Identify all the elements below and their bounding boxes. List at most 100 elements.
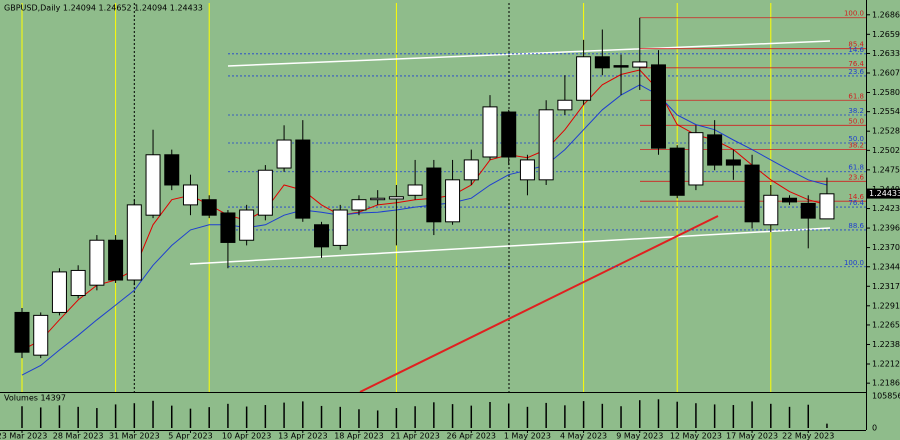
- candle-body: [239, 209, 255, 241]
- fib-label: 76.4: [848, 199, 864, 207]
- fib-label: 38.2: [848, 107, 864, 115]
- candle-body: [370, 197, 386, 201]
- candle-body: [314, 224, 330, 248]
- x-tick-label: 23 Mar 2023: [0, 432, 47, 440]
- x-tick-label: 18 Apr 2023: [334, 432, 383, 440]
- x-tick-label: 4 May 2023: [560, 432, 607, 440]
- fib-label: 61.8: [848, 92, 864, 100]
- candle-body: [650, 64, 666, 149]
- y-tick-label: 1.22120: [872, 360, 900, 369]
- y-tick-label: 1.21860: [872, 379, 900, 388]
- fib-label: 50.0: [848, 135, 864, 143]
- candle-body: [763, 194, 779, 226]
- x-tick-label: 22 May 2023: [782, 432, 834, 440]
- candle-body: [538, 109, 554, 181]
- candle-body: [519, 159, 535, 181]
- fib-label: 100.0: [844, 259, 864, 267]
- fib-label: 100.0: [844, 10, 864, 18]
- fib-label: 23.6: [848, 68, 864, 76]
- candle-body: [445, 179, 461, 223]
- candle-body: [70, 269, 86, 296]
- candle-body: [576, 56, 592, 101]
- candle-body: [594, 56, 610, 69]
- fib-label: 23.6: [848, 173, 864, 181]
- candle-body: [351, 199, 367, 211]
- candle-body: [201, 199, 217, 216]
- fib-label: 88.6: [848, 222, 864, 230]
- candle-body: [108, 239, 124, 281]
- fib-label: 14.6: [848, 193, 864, 201]
- candle-body: [557, 99, 573, 111]
- candle-body: [388, 196, 404, 200]
- candle-body: [145, 154, 161, 216]
- x-tick-label: 31 Mar 2023: [109, 432, 160, 440]
- x-tick-label: 26 Apr 2023: [447, 432, 496, 440]
- y-tick-label: 1.23175: [872, 282, 900, 291]
- y-tick-label: 1.22650: [872, 320, 900, 329]
- candle-body: [782, 197, 798, 203]
- y-tick-label: 1.25020: [872, 146, 900, 155]
- y-tick-label: 1.25280: [872, 127, 900, 136]
- x-tick-label: 21 Apr 2023: [390, 432, 439, 440]
- candle-body: [744, 164, 760, 223]
- y-tick-label: 1.26595: [872, 30, 900, 39]
- y-tick-label: 1.23700: [872, 243, 900, 252]
- x-tick-label: 28 Mar 2023: [53, 432, 104, 440]
- y-tick-label: 1.26070: [872, 68, 900, 77]
- y-tick-label: 1.25545: [872, 107, 900, 116]
- y-tick-label: 1.26860: [872, 10, 900, 19]
- candle-body: [426, 167, 442, 223]
- candle-body: [33, 314, 49, 356]
- x-tick-label: 13 Apr 2023: [278, 432, 327, 440]
- candle-body: [501, 111, 517, 158]
- x-tick-label: 9 May 2023: [616, 432, 663, 440]
- x-tick-label: 5 Apr 2023: [168, 432, 212, 440]
- fib-label: 50.0: [848, 117, 864, 125]
- last-price-box: [867, 188, 900, 199]
- candle-body: [295, 139, 311, 219]
- fib-label: 76.4: [848, 60, 864, 68]
- volume-label: Volumes 14397: [4, 394, 66, 403]
- candle-body: [688, 132, 704, 186]
- fib-label: 85.4: [848, 41, 864, 49]
- fib-label: 14.6: [848, 46, 864, 54]
- plot-area: 100.085.476.461.850.038.223.614.614.623.…: [14, 10, 866, 376]
- y-tick-label: 1.25805: [872, 88, 900, 97]
- y-tick-label: 1.22385: [872, 340, 900, 349]
- candle-body: [276, 139, 292, 169]
- y-tick-label: 1.22910: [872, 301, 900, 310]
- candle-body: [220, 212, 236, 243]
- candle-body: [707, 134, 723, 166]
- chart-title: GBPUSD,Daily 1.24094 1.24652 1.24094 1.2…: [4, 4, 203, 13]
- volume-tick-label: 0: [872, 424, 877, 433]
- candle-body: [182, 184, 198, 206]
- y-tick-label: 1.26335: [872, 49, 900, 58]
- candle-body: [463, 159, 479, 181]
- candle-body: [14, 311, 30, 353]
- moving-average: [21, 84, 828, 376]
- candle-body: [257, 169, 273, 216]
- candle-body: [89, 239, 105, 286]
- candle-body: [164, 154, 180, 186]
- candle-body: [407, 184, 423, 196]
- candle-body: [725, 159, 741, 166]
- fib-label: 61.8: [848, 164, 864, 172]
- x-tick-label: 10 Apr 2023: [222, 432, 271, 440]
- candle-body: [800, 202, 816, 219]
- candle-body: [613, 65, 629, 68]
- candle-body: [632, 61, 648, 68]
- y-tick-label: 1.23965: [872, 224, 900, 233]
- y-tick-label: 1.24755: [872, 165, 900, 174]
- candle-body: [482, 106, 498, 158]
- candle-body: [332, 209, 348, 246]
- last-price-label: 1.24433: [869, 189, 900, 198]
- candle-body: [51, 271, 67, 313]
- x-tick-label: 1 May 2023: [504, 432, 551, 440]
- x-tick-label: 17 May 2023: [726, 432, 778, 440]
- y-tick-label: 1.23440: [872, 262, 900, 271]
- x-tick-label: 12 May 2023: [670, 432, 722, 440]
- candle-body: [819, 193, 835, 220]
- fib-label: 38.2: [848, 142, 864, 150]
- candle-body: [126, 204, 142, 281]
